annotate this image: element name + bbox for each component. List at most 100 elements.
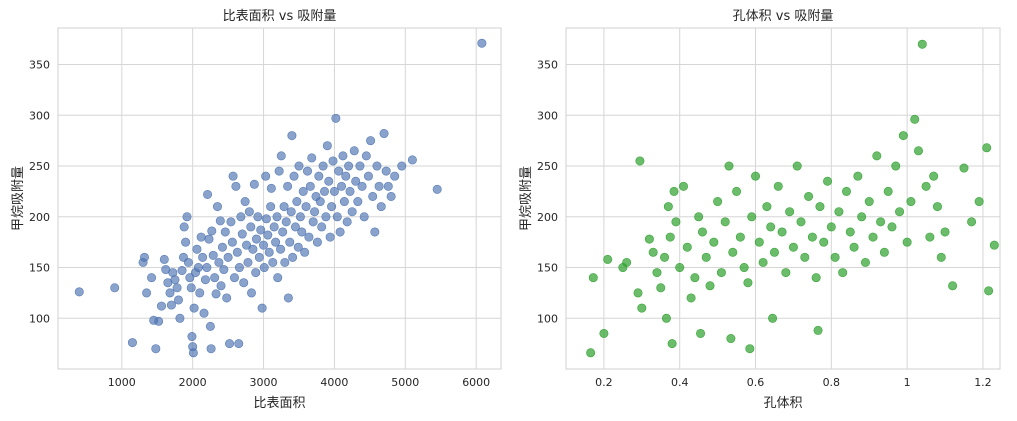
x-tick-label: 1000 <box>108 376 136 389</box>
data-point <box>989 240 999 250</box>
data-point <box>948 281 958 291</box>
data-point <box>212 202 222 212</box>
data-point <box>154 316 164 326</box>
data-point <box>334 166 344 176</box>
data-point <box>383 181 393 191</box>
data-point <box>247 288 257 298</box>
data-point <box>259 263 269 273</box>
data-point <box>314 171 324 181</box>
data-point <box>883 186 893 196</box>
data-point <box>203 189 213 199</box>
data-point <box>286 207 296 217</box>
data-point <box>834 207 844 217</box>
data-point <box>633 288 643 298</box>
y-axis-label: 甲烷吸附量 <box>519 166 534 231</box>
data-point <box>769 247 779 257</box>
data-point <box>773 181 783 191</box>
data-point <box>287 131 297 141</box>
data-point <box>379 129 389 139</box>
data-point <box>283 293 293 303</box>
data-point <box>251 234 261 244</box>
data-point <box>860 257 870 267</box>
data-point <box>177 266 187 276</box>
data-point <box>891 161 901 171</box>
data-point <box>917 39 927 49</box>
data-point <box>269 222 279 232</box>
data-point <box>864 197 874 207</box>
data-point <box>175 313 185 323</box>
x-tick-label: 0.2 <box>595 376 613 389</box>
data-point <box>185 273 195 283</box>
x-tick-label: 3000 <box>250 376 278 389</box>
data-point <box>266 183 276 193</box>
data-point <box>879 247 889 257</box>
data-point <box>984 286 994 296</box>
data-point <box>200 275 210 285</box>
plot-area <box>565 27 1001 370</box>
data-point <box>815 202 825 212</box>
data-point <box>279 202 289 212</box>
data-point <box>293 242 303 252</box>
data-point <box>679 181 689 191</box>
data-point <box>637 303 647 313</box>
data-point <box>322 141 332 151</box>
data-point <box>193 263 203 273</box>
data-point <box>205 321 215 331</box>
data-point <box>315 197 325 207</box>
data-point <box>652 268 662 278</box>
data-point <box>768 313 778 323</box>
data-point <box>656 283 666 293</box>
data-point <box>187 332 197 342</box>
data-point <box>349 146 359 156</box>
data-point <box>372 161 382 171</box>
data-point <box>754 237 764 247</box>
data-point <box>344 161 354 171</box>
data-point <box>244 207 254 217</box>
data-point <box>263 230 273 240</box>
x-tick-label: 6000 <box>462 376 490 389</box>
data-point <box>280 257 290 267</box>
data-point <box>302 166 312 176</box>
y-tick-label: 100 <box>537 312 558 325</box>
data-point <box>271 237 281 247</box>
data-point <box>807 232 817 242</box>
data-point <box>173 295 183 305</box>
data-point <box>215 216 225 226</box>
data-point <box>599 328 609 338</box>
data-point <box>671 217 681 227</box>
x-tick-label: 5000 <box>391 376 419 389</box>
data-point <box>732 186 742 196</box>
data-point <box>728 247 738 257</box>
data-point <box>206 344 216 354</box>
data-point <box>743 278 753 288</box>
data-point <box>726 334 736 344</box>
data-point <box>264 247 274 257</box>
data-point <box>813 325 823 335</box>
data-point <box>261 171 271 181</box>
x-tick-label: 0.6 <box>747 376 765 389</box>
data-point <box>697 227 707 237</box>
data-point <box>227 237 237 247</box>
data-point <box>586 348 596 358</box>
data-point <box>477 38 487 48</box>
data-point <box>312 237 322 247</box>
data-point <box>675 263 685 273</box>
data-point <box>257 303 267 313</box>
data-point <box>214 257 224 267</box>
data-point <box>661 313 671 323</box>
data-point <box>318 161 328 171</box>
data-point <box>838 268 848 278</box>
data-point <box>747 212 757 222</box>
data-point <box>841 186 851 196</box>
y-tick-label: 200 <box>29 211 50 224</box>
data-point <box>713 197 723 207</box>
data-point <box>374 181 384 191</box>
data-point <box>151 344 161 354</box>
data-point <box>321 212 331 222</box>
data-point <box>925 232 935 242</box>
data-point <box>254 252 264 262</box>
data-point <box>216 281 226 291</box>
data-point <box>849 242 859 252</box>
data-point <box>724 161 734 171</box>
data-point <box>982 143 992 153</box>
